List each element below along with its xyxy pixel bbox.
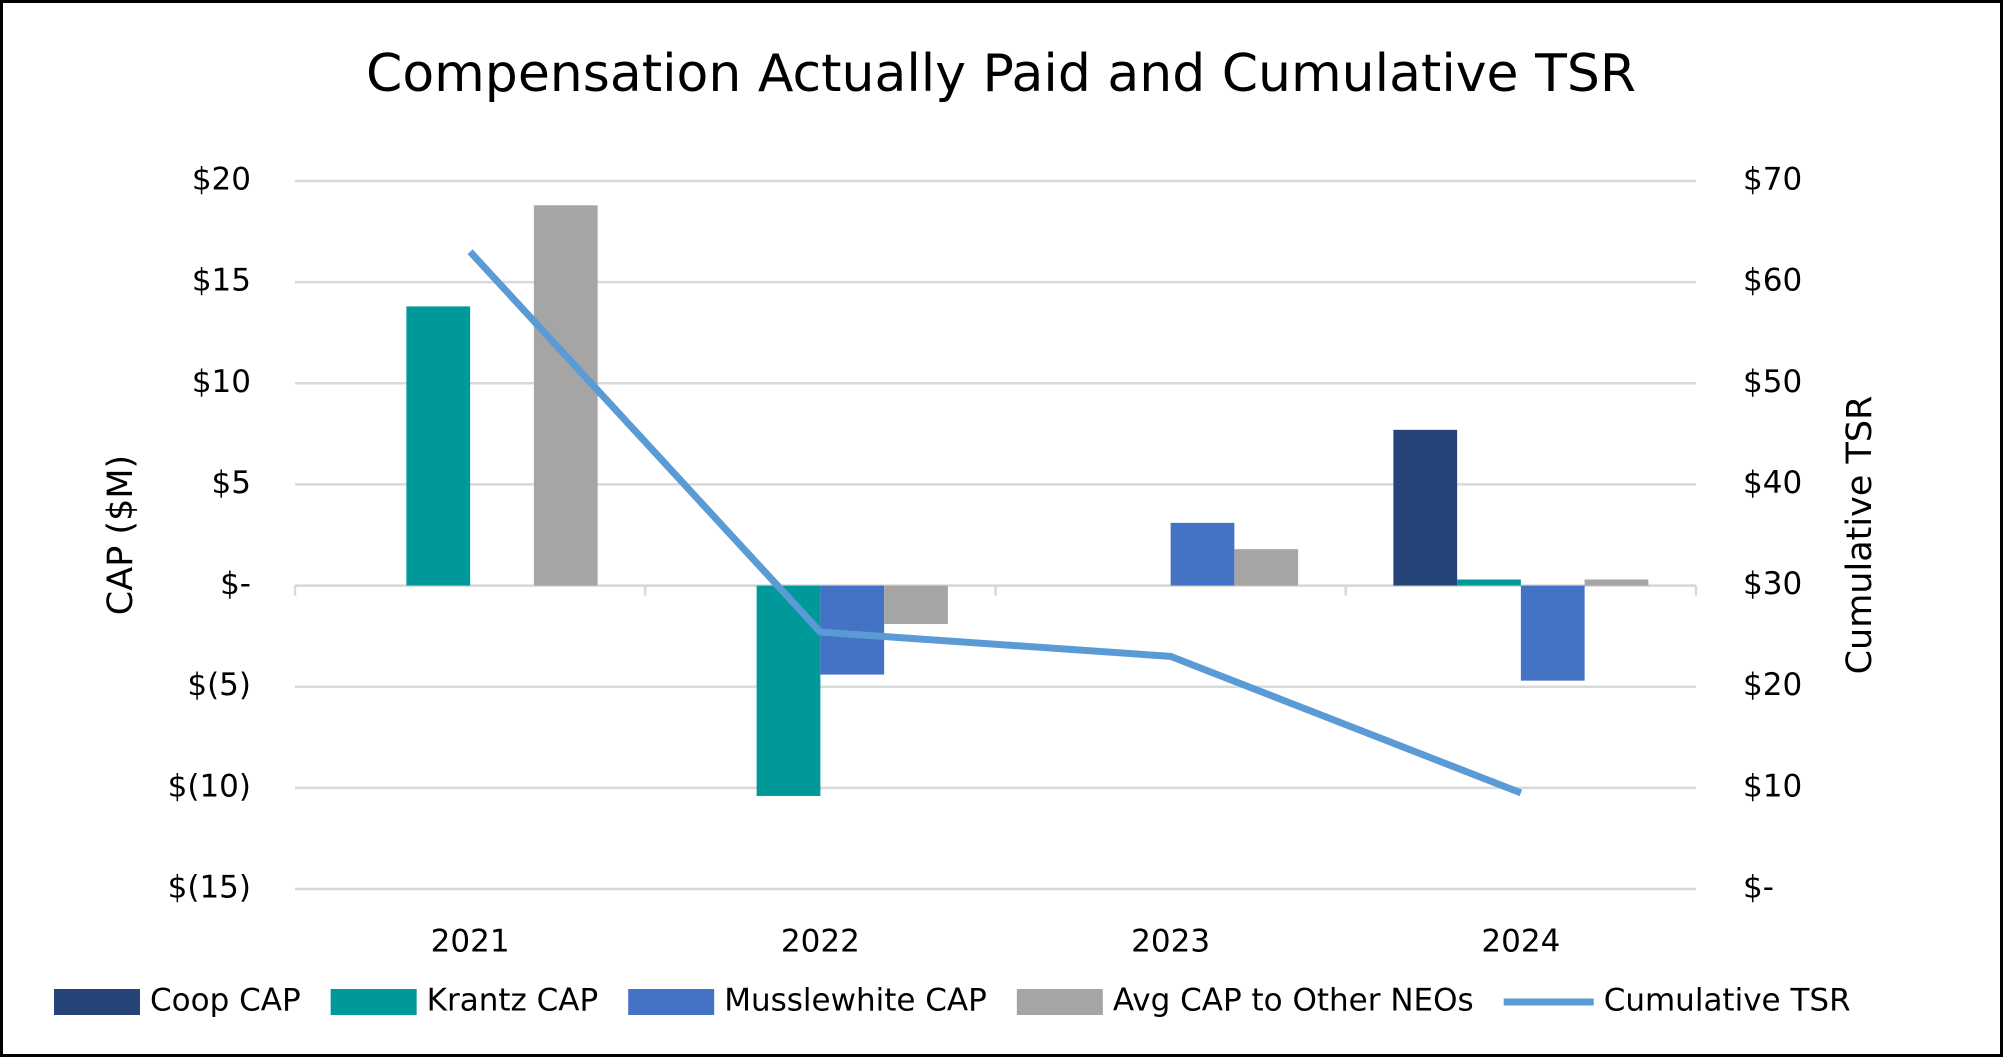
legend-label: Krantz CAP	[427, 983, 599, 1019]
y-tick-label: $15	[192, 263, 251, 299]
y-tick-label: $(5)	[187, 667, 251, 703]
bar	[1584, 579, 1649, 586]
y-tick-label: $5	[212, 465, 251, 501]
y2-tick-label: $-	[1743, 870, 1774, 906]
legend-swatch	[628, 989, 715, 1015]
bar	[1170, 522, 1235, 586]
legend-swatch	[330, 989, 417, 1015]
legend-label: Cumulative TSR	[1604, 983, 1851, 1019]
legend-label: Avg CAP to Other NEOs	[1113, 983, 1474, 1019]
bar	[884, 585, 948, 625]
x-tick-label: 2022	[781, 924, 860, 960]
legend-swatch	[1016, 989, 1103, 1015]
bar	[406, 306, 471, 586]
y2-tick-label: $10	[1743, 768, 1802, 804]
x-tick-label: 2024	[1481, 924, 1560, 960]
y-tick-label: $(15)	[168, 870, 251, 906]
y-tick-label: $-	[220, 566, 251, 602]
line-series	[467, 249, 1523, 797]
x-tick-label: 2021	[431, 924, 510, 960]
y-axis-title: CAP ($M)	[101, 455, 141, 615]
y-tick-label: $10	[192, 364, 251, 400]
y2-tick-label: $50	[1743, 364, 1802, 400]
y2-tick-label: $40	[1743, 465, 1802, 501]
legend-swatch	[54, 989, 140, 1015]
bar	[1393, 429, 1458, 586]
y-tick-label: $20	[192, 162, 251, 198]
y2-axis-title: Cumulative TSR	[1840, 396, 1880, 675]
y2-tick-label: $60	[1743, 263, 1802, 299]
bar	[1520, 585, 1585, 681]
legend-label: Coop CAP	[150, 983, 301, 1019]
bar	[1457, 579, 1521, 586]
bar	[1234, 549, 1299, 586]
chart-title: Compensation Actually Paid and Cumulativ…	[366, 44, 1636, 104]
x-tick-label: 2023	[1131, 924, 1210, 960]
y2-tick-label: $70	[1743, 162, 1802, 198]
bar	[533, 205, 598, 586]
y2-tick-label: $20	[1743, 667, 1802, 703]
y-tick-label: $(10)	[168, 768, 251, 804]
legend-label: Musslewhite CAP	[724, 983, 987, 1019]
y2-tick-label: $30	[1743, 566, 1802, 602]
